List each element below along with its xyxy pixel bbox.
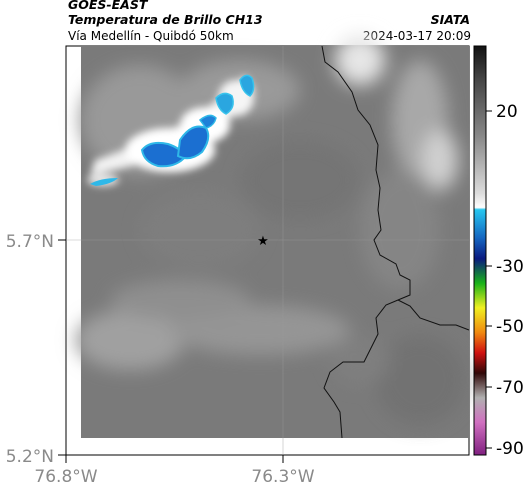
region-subtitle: Vía Medellín - Quibdó 50km bbox=[68, 29, 234, 43]
star-marker-icon: ★ bbox=[257, 234, 269, 249]
timestamp: 2024-03-17 20:09 bbox=[362, 29, 471, 43]
colorbar-label: -70 bbox=[496, 378, 524, 398]
department-border bbox=[321, 45, 411, 439]
colorbar-label: 20 bbox=[496, 102, 518, 122]
lat-tick-label: 5.2°N bbox=[6, 447, 54, 467]
department-border-east bbox=[397, 299, 470, 331]
colorbar bbox=[473, 45, 487, 456]
organization-label: SIATA bbox=[430, 12, 470, 27]
lon-tick-label: 76.3°W bbox=[251, 467, 314, 487]
colorbar-label: -50 bbox=[496, 317, 524, 337]
lat-tick-label: 5.7°N bbox=[6, 232, 54, 252]
colorbar-label: -30 bbox=[496, 257, 524, 277]
lon-tick-label: 76.8°W bbox=[34, 467, 97, 487]
satellite-source: GOES-EAST bbox=[68, 0, 148, 12]
product-title: Temperatura de Brillo CH13 bbox=[68, 12, 263, 27]
cold-cloud-tops bbox=[90, 74, 255, 186]
colorbar-label: -90 bbox=[496, 439, 524, 459]
